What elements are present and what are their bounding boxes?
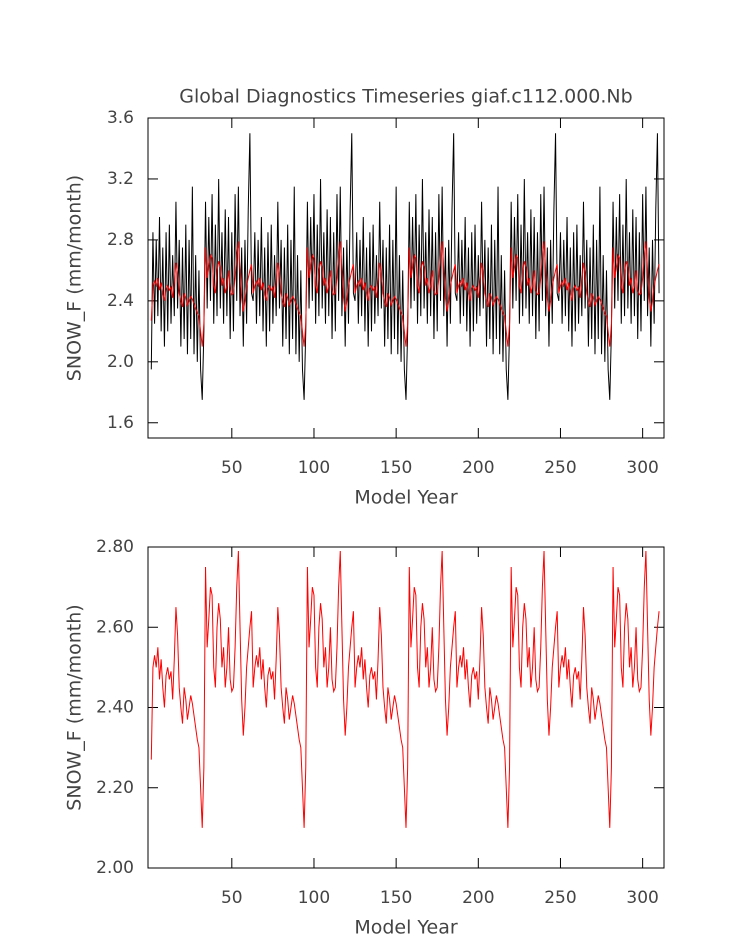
y-axis-label: SNOW_F (mm/month) [64,175,86,381]
series-line [150,133,660,400]
x-tick-label: 200 [462,458,494,478]
y-tick-label: 2.00 [96,858,134,878]
chart-title: Global Diagnostics Timeseries giaf.c112.… [179,86,632,108]
y-axis-label: SNOW_F (mm/month) [64,604,86,810]
y-tick-label: 2.4 [107,291,134,311]
x-tick-label: 50 [221,888,243,908]
x-tick-label: 300 [626,888,658,908]
x-axis-label: Model Year [354,917,458,939]
y-tick-label: 2.80 [96,537,134,557]
x-tick-label: 100 [298,888,330,908]
y-tick-label: 2.20 [96,778,134,798]
series-line [150,550,660,828]
y-tick-label: 2.40 [96,698,134,718]
y-tick-label: 2.0 [107,352,134,372]
y-tick-label: 3.6 [107,108,134,128]
x-tick-label: 250 [544,888,576,908]
y-tick-label: 1.6 [107,413,134,433]
x-tick-label: 250 [544,458,576,478]
y-tick-label: 3.2 [107,169,134,189]
x-axis-label: Model Year [354,487,458,509]
x-tick-label: 150 [380,458,412,478]
x-tick-label: 200 [462,888,494,908]
x-tick-label: 100 [298,458,330,478]
plot-frame [147,117,665,439]
x-tick-label: 300 [626,458,658,478]
x-tick-label: 50 [221,458,243,478]
x-tick-label: 150 [380,888,412,908]
y-tick-label: 2.60 [96,617,134,637]
series-line [150,241,660,347]
y-tick-label: 2.8 [107,230,134,250]
